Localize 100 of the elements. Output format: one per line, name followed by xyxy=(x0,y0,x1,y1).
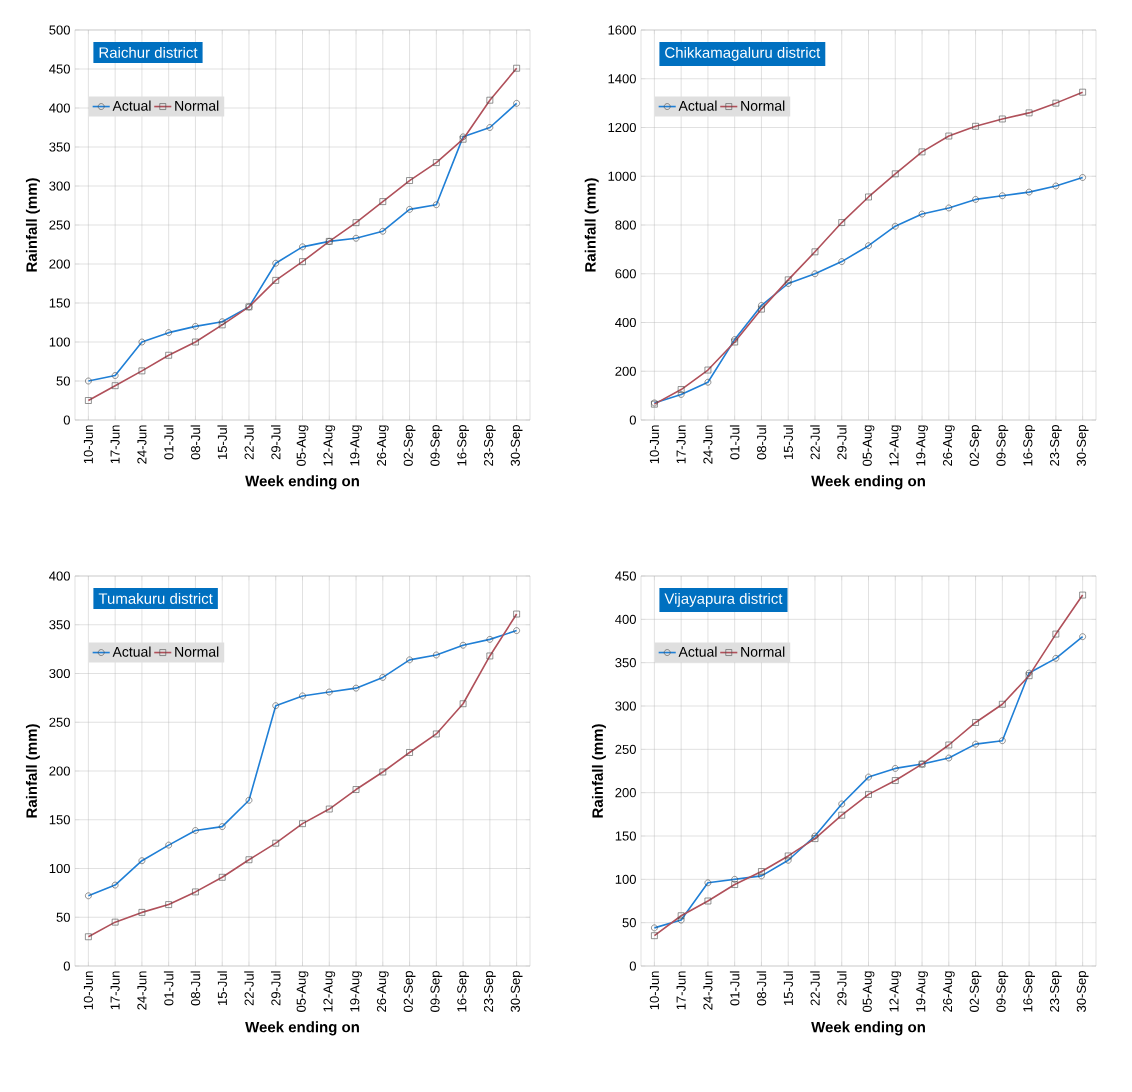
x-tick-label: 19-Aug xyxy=(916,425,928,466)
x-tick-label: 08-Jul xyxy=(190,971,201,1006)
y-tick-label: 300 xyxy=(49,668,70,679)
y-tick-label: 1000 xyxy=(608,171,636,181)
x-tick-label: 24-Jun xyxy=(137,971,147,1010)
x-tick-label: 23-Sep xyxy=(1049,425,1062,466)
text: Raichur district xyxy=(99,46,198,58)
x-tick-label: 19-Aug xyxy=(350,425,362,466)
y-tick-label: 250 xyxy=(49,717,70,727)
x-tick-label: 02-Sep xyxy=(403,971,416,1012)
x-tick-label: 08-Jul xyxy=(756,971,767,1006)
x-axis-title: Week ending on xyxy=(245,1021,359,1036)
y-tick-label: 250 xyxy=(615,744,636,754)
legend-label: Normal xyxy=(175,100,219,111)
y-tick-label: 200 xyxy=(615,366,636,376)
x-tick-label: 24-Jun xyxy=(137,425,147,464)
x-tick-label: 05-Aug xyxy=(862,971,875,1012)
x-tick-label: 30-Sep xyxy=(1076,971,1089,1012)
x-tick-label: 30-Sep xyxy=(510,425,523,466)
x-tick-label: 10-Jun xyxy=(649,971,659,1010)
x-tick-label: 24-Jun xyxy=(703,971,713,1010)
x-tick-label: 23-Sep xyxy=(483,971,496,1012)
legend-label: Actual xyxy=(112,100,151,111)
text: Vijayapura district xyxy=(664,592,783,607)
y-tick-label: 50 xyxy=(56,912,70,922)
x-tick-label: 24-Jun xyxy=(703,425,713,464)
y-tick-label: 400 xyxy=(615,614,636,624)
y-axis-title: Rainfall (mm) xyxy=(25,178,40,272)
x-tick-label: 30-Sep xyxy=(510,971,523,1012)
x-tick-label: 23-Sep xyxy=(483,425,496,466)
y-tick-label: 0 xyxy=(63,415,70,425)
legend-label: Actual xyxy=(112,646,151,657)
y-tick-label: 0 xyxy=(629,961,636,971)
x-tick-label: 17-Jun xyxy=(676,425,686,464)
y-tick-label: 300 xyxy=(49,181,70,191)
y-tick-label: 500 xyxy=(49,25,70,35)
legend-label: Normal xyxy=(741,646,785,657)
y-tick-label: 350 xyxy=(615,658,636,668)
x-tick-label: 09-Sep xyxy=(430,425,443,466)
x-axis-title: Week ending on xyxy=(811,1021,925,1036)
x-tick-label: 05-Aug xyxy=(296,971,309,1012)
y-tick-label: 150 xyxy=(615,831,636,841)
x-tick-label: 30-Sep xyxy=(1076,425,1089,466)
y-tick-label: 400 xyxy=(49,571,70,581)
y-tick-label: 1400 xyxy=(608,74,636,84)
x-tick-label: 19-Aug xyxy=(350,971,362,1012)
x-tick-label: 09-Sep xyxy=(430,971,443,1012)
x-tick-label: 12-Aug xyxy=(323,971,336,1012)
x-tick-label: 22-Jul xyxy=(244,425,254,460)
y-tick-label: 200 xyxy=(49,259,70,269)
x-axis-title: Week ending on xyxy=(245,475,359,490)
y-axis-title: Rainfall (mm) xyxy=(25,724,40,818)
legend-label: Actual xyxy=(678,100,717,111)
y-tick-label: 200 xyxy=(615,788,636,798)
y-tick-label: 350 xyxy=(49,142,70,152)
x-tick-label: 16-Sep xyxy=(1023,425,1035,466)
y-tick-label: 450 xyxy=(615,571,636,581)
y-tick-label: 150 xyxy=(49,298,70,308)
y-tick-label: 200 xyxy=(49,766,70,776)
y-axis-title: Rainfall (mm) xyxy=(584,178,599,272)
x-tick-label: 15-Jul xyxy=(783,425,793,459)
x-tick-label: 10-Jun xyxy=(83,425,93,464)
y-tick-label: 100 xyxy=(49,337,70,347)
x-tick-label: 29-Jul xyxy=(270,971,281,1006)
y-tick-label: 50 xyxy=(56,376,70,386)
x-tick-label: 23-Sep xyxy=(1049,971,1062,1012)
x-tick-label: 05-Aug xyxy=(862,425,875,466)
y-tick-label: 0 xyxy=(63,961,70,971)
y-tick-label: 350 xyxy=(49,620,70,630)
y-tick-label: 300 xyxy=(615,701,636,711)
x-tick-label: 16-Sep xyxy=(1023,971,1035,1012)
text: Tumakuru district xyxy=(98,592,213,604)
y-tick-label: 50 xyxy=(622,918,636,928)
x-tick-label: 26-Aug xyxy=(376,971,389,1012)
x-tick-label: 26-Aug xyxy=(376,425,389,466)
y-tick-label: 100 xyxy=(49,863,70,874)
x-tick-label: 26-Aug xyxy=(942,425,955,466)
x-tick-label: 29-Jul xyxy=(836,425,847,460)
x-tick-label: 22-Jul xyxy=(244,971,254,1006)
x-tick-label: 15-Jul xyxy=(783,971,793,1005)
y-tick-label: 250 xyxy=(49,220,70,230)
x-tick-label: 01-Jul xyxy=(729,971,740,1006)
text: Chikkamagaluru district xyxy=(665,46,821,61)
x-tick-label: 02-Sep xyxy=(969,971,982,1012)
legend-label: Normal xyxy=(741,100,785,111)
x-tick-label: 10-Jun xyxy=(83,971,93,1010)
x-tick-label: 10-Jun xyxy=(649,425,659,464)
legend-label: Actual xyxy=(678,646,717,657)
y-axis-title: Rainfall (mm) xyxy=(591,724,606,818)
x-tick-label: 09-Sep xyxy=(996,971,1009,1012)
x-tick-label: 02-Sep xyxy=(403,425,416,466)
x-tick-label: 19-Aug xyxy=(916,971,928,1012)
x-tick-label: 22-Jul xyxy=(810,425,820,460)
y-tick-label: 100 xyxy=(615,874,636,884)
x-tick-label: 16-Sep xyxy=(457,971,469,1012)
y-tick-label: 600 xyxy=(615,269,636,279)
x-axis-title: Week ending on xyxy=(811,475,925,490)
x-tick-label: 15-Jul xyxy=(217,425,227,459)
x-tick-label: 16-Sep xyxy=(457,425,469,466)
x-tick-label: 29-Jul xyxy=(270,425,281,460)
